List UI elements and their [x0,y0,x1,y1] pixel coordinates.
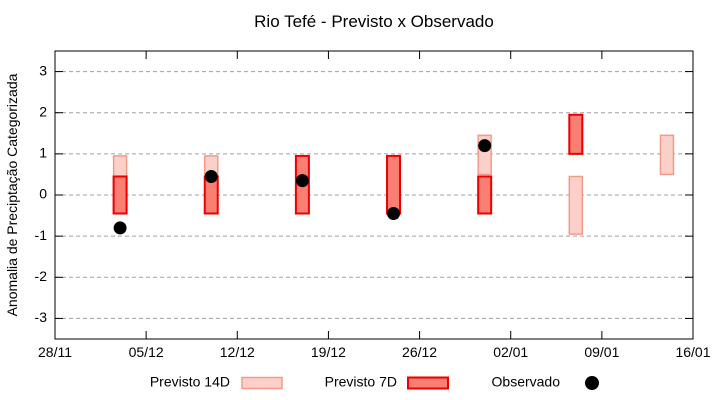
forecast-bar-14d [568,175,584,235]
ticks-layer: -3 -2 -1 0 1 2 3 28/11 05/12 12/12 19/12 26/12 02/01… [35,51,711,360]
gridlines-layer [55,71,693,319]
legend-swatch-14d [241,376,283,390]
y-tick-label: -3 [35,309,48,325]
x-tick-label: 16/01 [675,344,710,360]
y-tick-label: -1 [35,227,48,243]
forecast-bar-7d [112,175,128,215]
y-tick-label: 1 [39,145,47,161]
dots-layer [113,139,492,235]
x-tick-label: 28/11 [38,344,72,360]
y-tick-label: -2 [35,268,48,284]
forecast-bar-14d [659,134,675,176]
y-tick-label: 3 [39,62,47,78]
y-tick-label: 0 [39,186,47,202]
x-tick-label: 02/01 [493,344,528,360]
observed-dot [387,207,401,221]
legend-label: Previsto 14D [150,374,230,390]
legend-swatch-7d [407,376,449,390]
x-tick-label: 05/12 [129,344,164,360]
x-tick-label: 26/12 [402,344,437,360]
y-axis-label: Anomalia de Preciptação Categorizada [4,73,20,316]
chart-title: Rio Tefé - Previsto x Observado [254,12,494,31]
observed-dot [113,221,127,235]
x-tick-label: 19/12 [311,344,346,360]
legend: Previsto 14D Previsto 7D Observado [150,374,599,390]
legend-label: Previsto 7D [325,374,397,390]
x-tick-label: 12/12 [220,344,255,360]
observed-dot [295,174,309,188]
y-tick-label: 2 [39,103,47,119]
forecast-bar-7d [477,175,493,215]
observed-dot [478,139,492,153]
legend-label: Observado [492,374,561,390]
forecast-bar-7d [386,154,402,215]
legend-swatch-observed [585,376,599,390]
observed-dot [204,169,218,183]
x-tick-label: 09/01 [584,344,619,360]
forecast-bar-7d [568,113,584,155]
